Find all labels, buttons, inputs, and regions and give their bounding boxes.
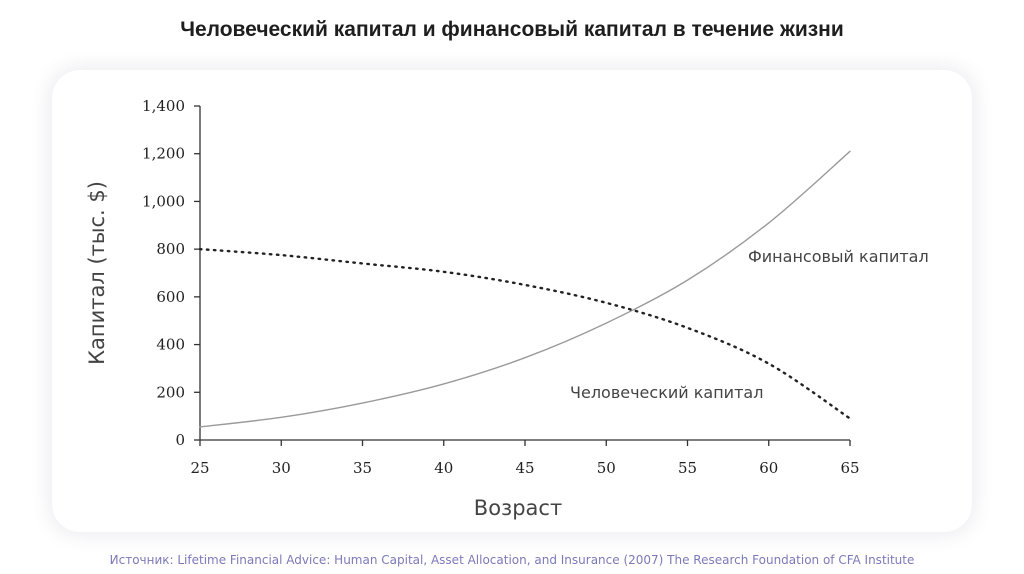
- line-chart: 0 200 400 600 800 1,000 1,200 1,400 25 30 35 40 45 5…: [85, 97, 929, 520]
- chart-panel: 0 200 400 600 800 1,000 1,200 1,400 25 30 35 40 45 5…: [52, 70, 972, 532]
- slide-title: Человеческий капитал и финансовый капита…: [180, 18, 844, 41]
- x-axis: 25 30 35 40 45 50 55 60 65: [190, 439, 860, 477]
- x-tick-label: 45: [515, 459, 534, 477]
- x-tick-label: 40: [434, 459, 453, 477]
- y-axis: 0 200 400 600 800 1,000 1,200 1,400: [142, 97, 201, 449]
- y-tick-label: 1,400: [142, 97, 185, 115]
- series-line-human: [198, 247, 852, 420]
- y-tick-label: 0: [175, 431, 185, 449]
- series-label-human: Человеческий капитал: [570, 383, 763, 402]
- x-tick-label: 60: [759, 459, 778, 477]
- x-tick-label: 50: [597, 459, 616, 477]
- series-lines: [198, 150, 852, 428]
- x-tick-label: 55: [678, 459, 697, 477]
- x-axis-title: Возраст: [474, 496, 562, 520]
- y-axis-title: Капитал (тыс. $): [85, 181, 109, 365]
- y-tick-label: 1,200: [142, 145, 185, 163]
- x-tick-label: 35: [353, 459, 372, 477]
- x-tick-label: 30: [272, 459, 291, 477]
- y-tick-label: 200: [156, 383, 185, 401]
- source-note: Источник: Lifetime Financial Advice: Hum…: [109, 553, 915, 567]
- y-tick-label: 400: [156, 336, 185, 354]
- y-tick-label: 800: [156, 240, 185, 258]
- x-tick-label: 25: [190, 459, 209, 477]
- y-tick-label: 1,000: [142, 192, 185, 210]
- y-tick-label: 600: [156, 288, 185, 306]
- series-line-financial: [199, 150, 851, 428]
- x-tick-label: 65: [840, 459, 859, 477]
- series-label-financial: Финансовый капитал: [748, 247, 929, 266]
